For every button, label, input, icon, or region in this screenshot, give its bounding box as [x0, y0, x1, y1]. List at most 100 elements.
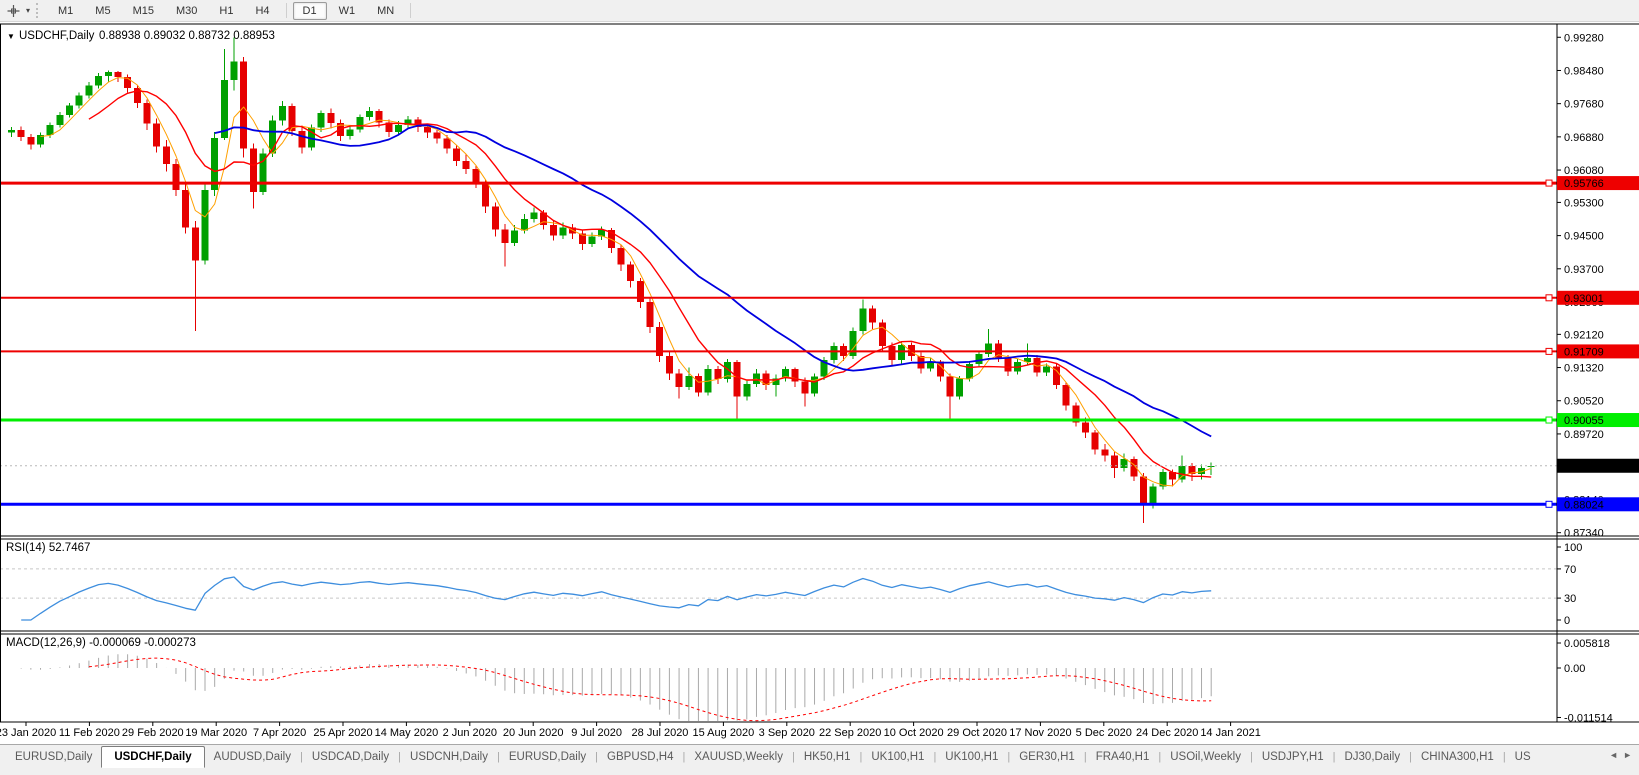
tab-separator: |: [1502, 750, 1506, 763]
line-handle[interactable]: [1545, 179, 1553, 187]
candle: [443, 138, 451, 149]
candle: [404, 119, 412, 126]
candle: [588, 236, 596, 244]
candle: [8, 129, 15, 133]
candle: [191, 227, 199, 261]
chart-tab-gbpusd-h4[interactable]: GBPUSD,H4: [607, 750, 674, 763]
candle: [549, 224, 557, 236]
period-button-w1[interactable]: W1: [338, 4, 356, 17]
line-handle[interactable]: [1545, 416, 1553, 424]
candle: [617, 248, 625, 265]
chart-tab-china300-h1[interactable]: CHINA300,H1: [1420, 750, 1494, 763]
chart-tab-eurusd-daily[interactable]: EURUSD,Daily: [15, 750, 93, 763]
price-level-label-text: 0.90055: [1564, 415, 1604, 427]
chart-tabs: EURUSD,Daily USDCHF,Daily AUDUSD,Daily | USD…: [0, 745, 1605, 768]
price-axis-label: 0.94500: [1564, 231, 1604, 243]
chart-tab-audusd-daily[interactable]: AUDUSD,Daily: [213, 750, 291, 763]
time-axis-label: 15 Aug 2020: [693, 727, 755, 739]
chart-tab-xauusd-weekly[interactable]: XAUUSD,Weekly: [694, 750, 783, 763]
candle: [75, 95, 83, 106]
chart-tab-usdcad-daily[interactable]: USDCAD,Daily: [311, 750, 390, 763]
candle: [85, 85, 93, 96]
tab-separator: |: [398, 750, 402, 763]
time-axis-label: 28 Jul 2020: [632, 727, 689, 739]
candle: [1169, 472, 1176, 480]
macd-plot[interactable]: [0, 634, 1557, 722]
chart-tab-hk50-h1[interactable]: HK50,H1: [803, 750, 851, 763]
chart-tab-us[interactable]: US: [1514, 750, 1531, 763]
period-button-h4[interactable]: H4: [255, 4, 270, 17]
candle: [1178, 465, 1186, 480]
price-level-label[interactable]: [1557, 497, 1639, 512]
candle: [898, 345, 906, 361]
chart-tab-usdjpy-h1[interactable]: USDJPY,H1: [1261, 750, 1324, 763]
chart-tab-eurusd-daily[interactable]: EURUSD,Daily: [508, 750, 587, 763]
chart-tab-usoil-weekly[interactable]: USOil,Weekly: [1170, 750, 1241, 763]
candle: [462, 160, 470, 170]
price-level-label[interactable]: [1557, 176, 1639, 191]
chart-tab-usdchf-daily[interactable]: USDCHF,Daily: [101, 745, 205, 768]
time-axis-label: 11 Feb 2020: [59, 727, 120, 739]
period-button-m1[interactable]: M1: [58, 4, 74, 17]
candle: [385, 122, 393, 132]
price-level-label[interactable]: [1557, 413, 1639, 428]
candle: [220, 80, 228, 139]
period-button-m5[interactable]: M5: [95, 4, 111, 17]
candle: [936, 361, 944, 377]
rsi-axis-label: 30: [1564, 593, 1576, 605]
main-chart-plot[interactable]: [0, 24, 1557, 536]
time-axis-label: 24 Dec 2020: [1136, 727, 1198, 739]
chart-tab-ger30-h1[interactable]: GER30,H1: [1019, 750, 1075, 763]
candle: [46, 125, 54, 136]
candle: [1110, 455, 1118, 468]
chart-tab-dj30-daily[interactable]: DJ30,Daily: [1344, 750, 1401, 763]
time-axis-label: 25 Apr 2020: [313, 727, 372, 739]
candle: [772, 378, 780, 385]
time-axis[interactable]: [0, 722, 1639, 744]
toolbar-grip[interactable]: [36, 3, 40, 18]
candle: [782, 369, 789, 379]
candle: [491, 206, 499, 230]
macd-indicator-label: MACD(12,26,9) -0.000069 -0.000273: [6, 637, 196, 649]
tab-separator: |: [1007, 750, 1011, 763]
time-axis-label: 3 Sep 2020: [759, 727, 815, 739]
period-button-mn[interactable]: MN: [377, 4, 395, 17]
rsi-plot[interactable]: [0, 539, 1557, 632]
price-level-label[interactable]: [1557, 290, 1639, 305]
chart-cursor-icon[interactable]: ▾: [0, 4, 33, 18]
period-button-d1[interactable]: D1: [292, 1, 327, 20]
candle: [1081, 422, 1089, 433]
timeframe-toolbar: ▾ M1 M5 M15 M30 H1 H4 D1 W1 MN: [0, 0, 1639, 22]
candle: [975, 353, 983, 365]
price-axis[interactable]: [1558, 22, 1639, 722]
tab-scroll-left-icon[interactable]: ◄: [1609, 750, 1619, 760]
chart-tab-uk100-h1[interactable]: UK100,H1: [945, 750, 999, 763]
candle: [124, 77, 132, 88]
candle: [472, 169, 480, 183]
candle: [723, 362, 731, 380]
period-button-m15[interactable]: M15: [132, 4, 154, 17]
time-axis-label: 23 Jan 2020: [0, 727, 56, 739]
price-level-label[interactable]: [1557, 344, 1639, 359]
line-handle[interactable]: [1545, 347, 1553, 355]
price-axis-label: 0.91320: [1564, 363, 1604, 375]
period-button-h1[interactable]: H1: [219, 4, 234, 17]
tab-scroll-right-icon[interactable]: ►: [1623, 750, 1632, 760]
candle: [365, 111, 373, 117]
chart-tab-uk100-h1[interactable]: UK100,H1: [871, 750, 925, 763]
chart-tab-usdcnh-daily[interactable]: USDCNH,Daily: [410, 750, 488, 763]
candle: [336, 123, 344, 137]
candle: [1043, 366, 1051, 373]
candle: [1023, 358, 1031, 363]
tab-separator: |: [496, 750, 500, 763]
chart-tab-fra40-h1[interactable]: FRA40,H1: [1095, 750, 1150, 763]
macd-axis-label: 0.00: [1564, 663, 1585, 675]
period-button-m30[interactable]: M30: [175, 4, 198, 17]
line-handle[interactable]: [1545, 294, 1553, 302]
candle: [946, 376, 954, 397]
chart-menu-arrow-icon[interactable]: ▼: [7, 32, 15, 41]
line-handle[interactable]: [1545, 500, 1553, 508]
time-axis-label: 9 Jul 2020: [571, 727, 622, 739]
ma-line-mid: [88, 90, 1212, 478]
toolbar-dropdown-arrow-icon[interactable]: ▾: [26, 6, 31, 15]
